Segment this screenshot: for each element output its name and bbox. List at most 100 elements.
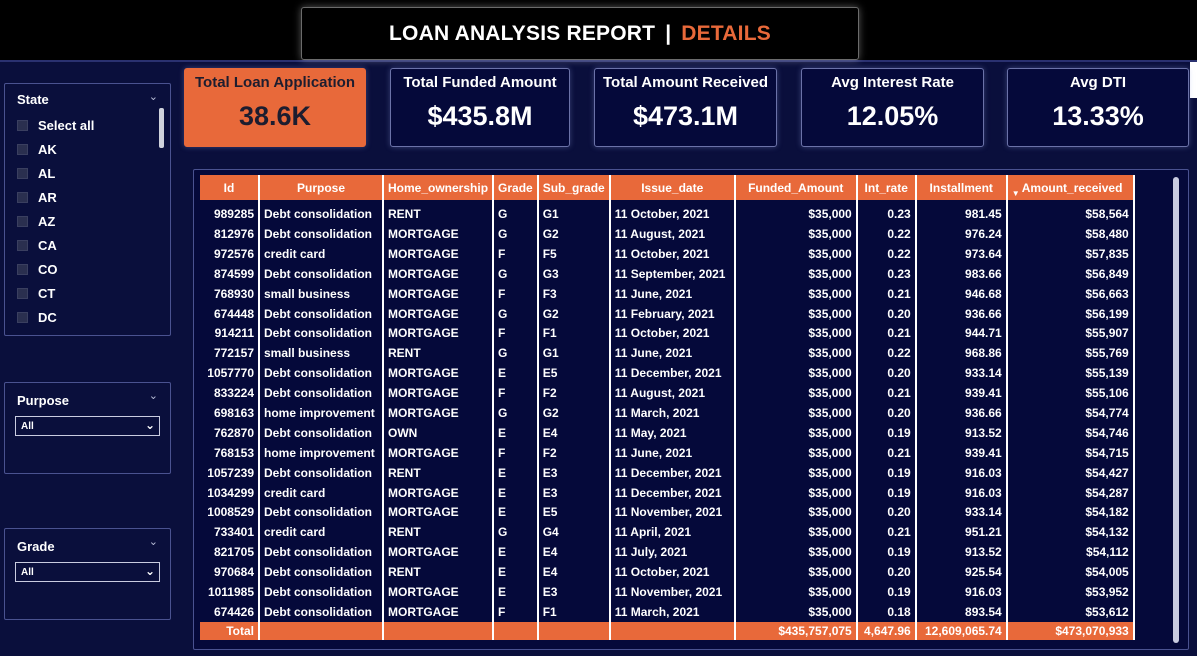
table-row[interactable]: 698163 home improvement MORTGAGE G G2 11 Marc… [200,403,1135,423]
table-row[interactable]: 833224 Debt consolidation MORTGAGE F F2 11 Au… [200,383,1135,404]
table-cell: 1008529 [200,502,260,523]
column-header[interactable]: Purpose [259,175,384,200]
table-cell: 0.20 [856,303,917,324]
table-row[interactable]: 768153 home improvement MORTGAGE F F2 11 June… [200,442,1135,463]
table-row[interactable]: 874599 Debt consolidation MORTGAGE G G3 11 Se… [200,263,1135,284]
table-cell: 11 March, 2021 [609,601,736,622]
table-cell: 968.86 [915,343,1008,364]
grade-dropdown[interactable]: All ⌄ [15,562,160,582]
table-cell: 913.52 [915,422,1008,443]
state-option[interactable]: CA [17,233,94,257]
table-cell: Debt consolidation [259,542,384,563]
table-cell: RENT [383,343,495,364]
column-header[interactable]: Id [200,175,260,200]
table-cell: F [493,601,539,622]
purpose-slicer-title: Purpose [17,393,70,408]
table-cell: 11 July, 2021 [609,542,736,563]
checkbox[interactable] [17,215,28,227]
table-row[interactable]: 989285 Debt consolidation RENT G G1 11 Octobe… [200,200,1135,224]
table-row[interactable]: 1057239 Debt consolidation RENT E E3 11 Decem… [200,462,1135,483]
table-cell: 893.54 [915,601,1008,622]
table-cell: $54,715 [1006,442,1135,463]
table-cell: 933.14 [915,502,1008,523]
table-cell: G1 [537,200,611,224]
table-cell: E4 [537,542,611,563]
state-option[interactable]: AR [17,185,94,209]
column-header[interactable]: Sub_grade [537,175,611,200]
table-cell: 0.20 [856,562,917,583]
table-cell: 772157 [200,343,260,364]
table-cell: 939.41 [915,442,1008,463]
chevron-down-icon[interactable]: ⌄ [148,390,158,402]
table-row[interactable]: 1008529 Debt consolidation MORTGAGE E E5 11 N… [200,502,1135,523]
checkbox[interactable] [17,143,28,155]
table-cell: 11 February, 2021 [609,303,736,324]
table-row[interactable]: 733401 credit card RENT G G4 11 April, 2021 $3… [200,522,1135,543]
table-cell: 0.22 [856,224,917,244]
state-option[interactable]: DC [17,305,94,329]
checkbox[interactable] [17,191,28,203]
state-option[interactable]: CT [17,281,94,305]
table-cell: E [493,482,539,503]
column-header-label: Home_ownership [388,180,489,195]
table-cell: $35,000 [734,542,858,563]
table-row[interactable]: 914211 Debt consolidation MORTGAGE F F1 11 Oc… [200,323,1135,344]
state-option[interactable]: AL [17,161,94,185]
table-cell: $53,612 [1006,601,1135,622]
sort-descending-icon: ▼ [1011,189,1020,198]
chevron-down-icon[interactable]: ⌄ [148,91,158,103]
column-header[interactable]: Home_ownership [383,175,495,200]
table-cell: $35,000 [734,482,858,503]
column-header-label: Amount_received [1021,180,1123,195]
table-row[interactable]: 674448 Debt consolidation MORTGAGE G G2 11 Fe… [200,303,1135,324]
table-cell: 951.21 [915,522,1008,543]
checkbox[interactable] [17,167,28,179]
table-cell: 0.21 [856,283,917,304]
table-cell: E3 [537,462,611,483]
chevron-down-icon[interactable]: ⌄ [148,536,158,548]
state-option[interactable]: CO [17,257,94,281]
table-row[interactable]: 762870 Debt consolidation OWN E E4 11 May, 20… [200,422,1135,443]
table-row[interactable]: 772157 small business RENT G G1 11 June, 2021… [200,343,1135,364]
table-row[interactable]: 1057770 Debt consolidation MORTGAGE E E5 11 D… [200,363,1135,384]
table-cell: Debt consolidation [259,383,384,404]
checkbox[interactable] [17,239,28,251]
total-cell: Total [200,621,260,640]
table-row[interactable]: 1034299 credit card MORTGAGE E E3 11 December… [200,482,1135,503]
column-header[interactable]: Int_rate [856,175,917,200]
table-cell: 914211 [200,323,260,344]
table-cell: 11 June, 2021 [609,442,736,463]
table-cell: $55,139 [1006,363,1135,384]
state-option[interactable]: Select all [17,113,94,137]
table-row[interactable]: 1011985 Debt consolidation MORTGAGE E E3 11 N… [200,582,1135,602]
table-row[interactable]: 970684 Debt consolidation RENT E E4 11 Octobe… [200,562,1135,583]
column-header-label: Installment [929,180,993,195]
table-cell: 812976 [200,224,260,244]
purpose-dropdown[interactable]: All ⌄ [15,416,160,436]
kpi-total-amount-received: Total Amount Received $473.1M [594,68,777,147]
checkbox[interactable] [17,263,28,275]
table-row[interactable]: 812976 Debt consolidation MORTGAGE G G2 11 Au… [200,224,1135,244]
table-row[interactable]: 674426 Debt consolidation MORTGAGE F F1 11 Ma… [200,601,1135,622]
checkbox[interactable] [17,311,28,323]
table-cell: F3 [537,283,611,304]
checkbox[interactable] [17,119,28,131]
state-slicer-scrollbar[interactable] [159,108,164,148]
state-option[interactable]: AK [17,137,94,161]
checkbox[interactable] [17,287,28,299]
column-header[interactable]: Grade [493,175,539,200]
column-header[interactable]: Funded_Amount [734,175,858,200]
table-cell: MORTGAGE [383,442,495,463]
table-row[interactable]: 768930 small business MORTGAGE F F3 11 June, … [200,283,1135,304]
table-cell: MORTGAGE [383,383,495,404]
grade-dropdown-value: All [21,566,34,578]
details-table: Id Purpose Home_ownership Grade Sub_grade Iss… [200,175,1135,640]
table-row[interactable]: 972576 credit card MORTGAGE F F5 11 October, … [200,243,1135,264]
table-row[interactable]: 821705 Debt consolidation MORTGAGE E E4 11 Ju… [200,542,1135,563]
column-header[interactable]: Issue_date [609,175,736,200]
state-option[interactable]: AZ [17,209,94,233]
column-header[interactable]: Amount_received ▼ [1006,175,1135,200]
table-scrollbar[interactable] [1173,177,1179,643]
column-header[interactable]: Installment [915,175,1008,200]
table-cell: 11 October, 2021 [609,243,736,264]
